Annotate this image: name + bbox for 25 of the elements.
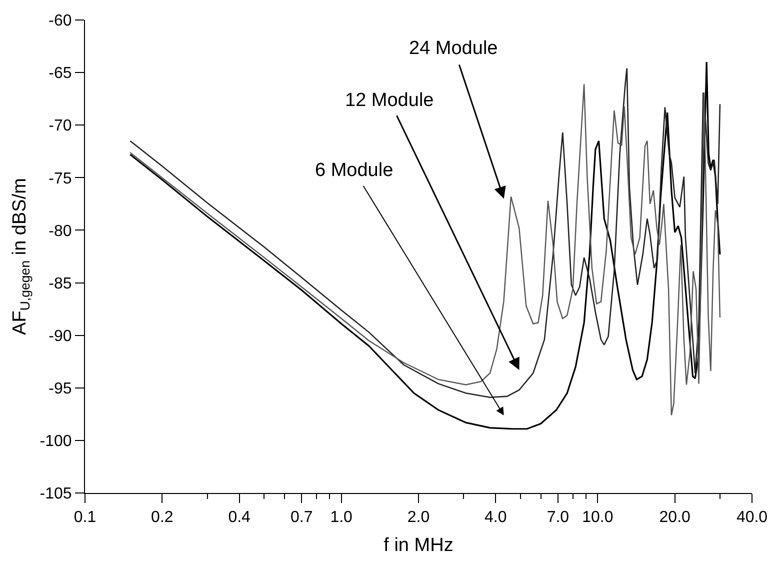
y-tick-label: -105 — [40, 486, 72, 503]
x-tick-label: 4.0 — [484, 509, 507, 526]
x-tick-label: 0.7 — [290, 509, 313, 526]
x-tick-label: 1.0 — [330, 509, 353, 526]
x-tick-label: 2.0 — [407, 509, 430, 526]
y-tick-label: -90 — [48, 328, 72, 345]
x-tick-label: 10.0 — [582, 509, 614, 526]
x-tick-label: 20.0 — [659, 509, 691, 526]
x-tick-label: 0.4 — [228, 509, 251, 526]
annotation: 24 Module — [409, 38, 498, 59]
y-tick-label: -60 — [48, 12, 72, 30]
y-tick-label: -75 — [48, 170, 72, 188]
y-tick-label: -100 — [40, 433, 72, 450]
x-tick-label: 0.1 — [74, 509, 96, 526]
annotation: 12 Module — [345, 90, 434, 111]
y-tick-label: -70 — [48, 118, 72, 135]
y-tick-label: -80 — [48, 222, 72, 240]
y-tick-label: -95 — [48, 380, 72, 398]
x-tick-label: 40.0 — [736, 509, 768, 526]
annotation: 6 Module — [315, 160, 394, 181]
x-axis-title: f in MHz — [384, 535, 454, 556]
x-tick-label: 0.2 — [151, 509, 174, 526]
y-tick-label: -85 — [48, 275, 72, 292]
x-tick-label: 7.0 — [546, 509, 570, 526]
y-tick-label: -65 — [48, 65, 72, 82]
